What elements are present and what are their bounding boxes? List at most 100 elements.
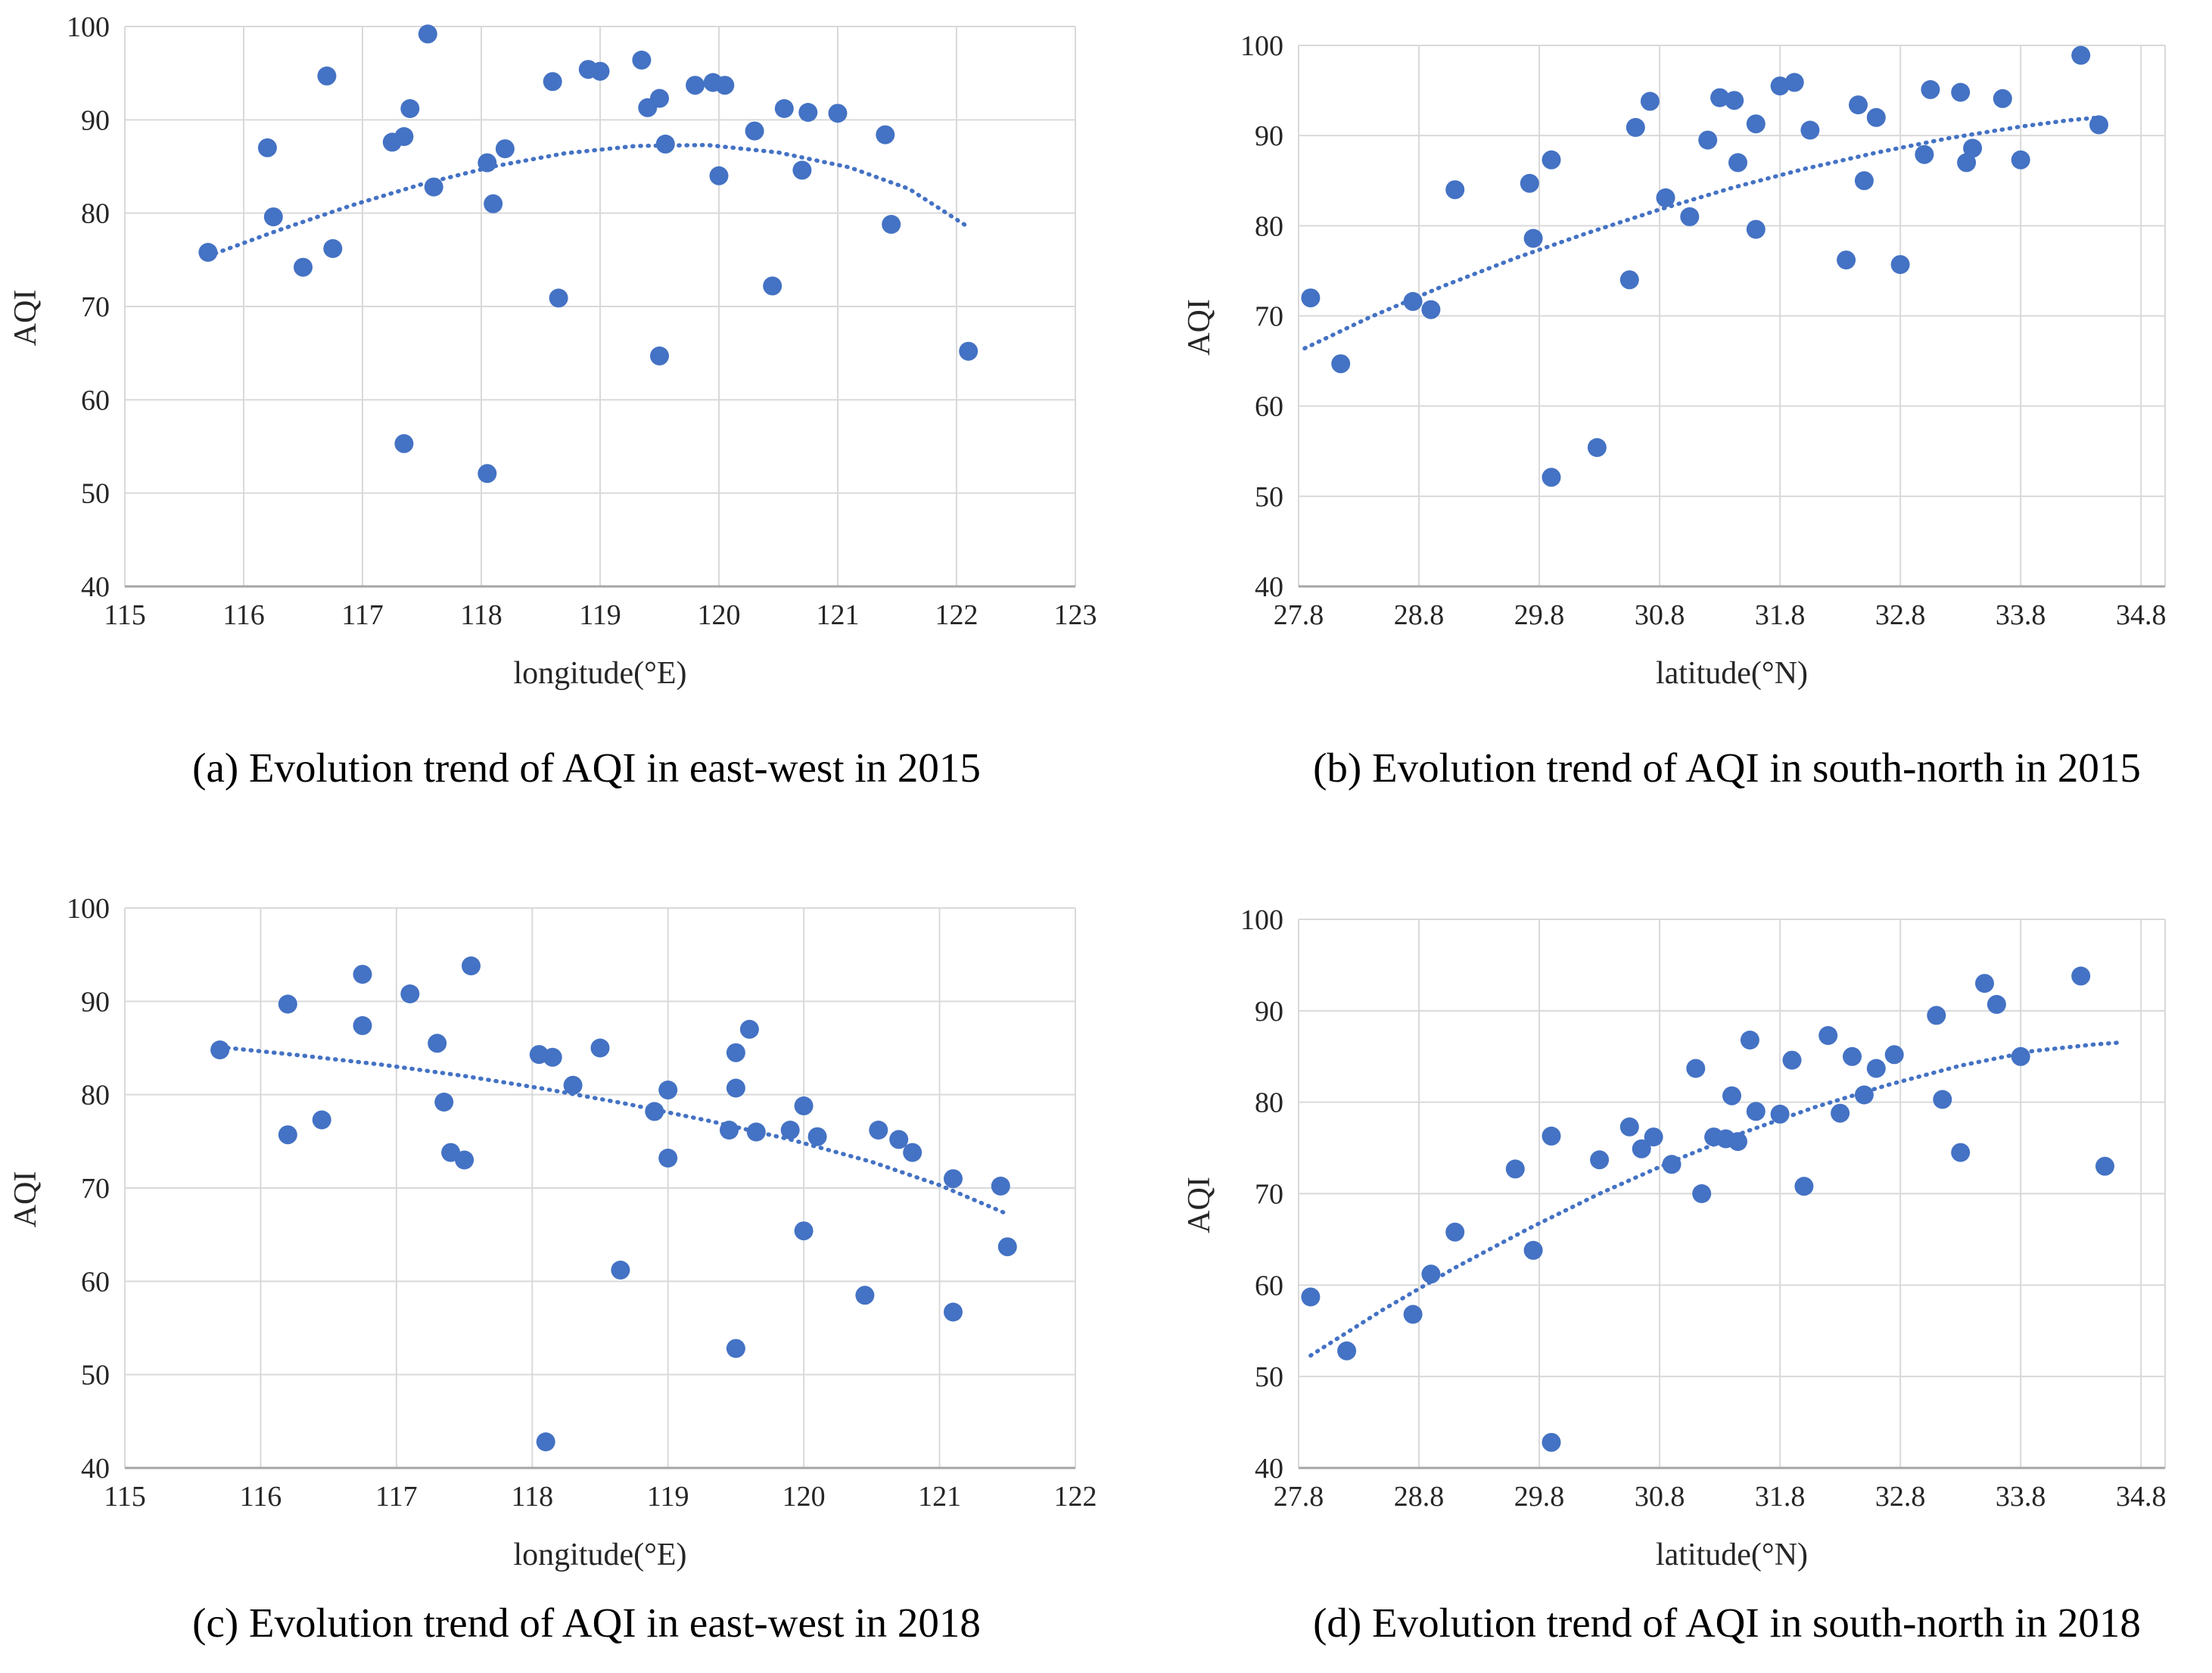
data-point bbox=[869, 1121, 888, 1140]
y-tick-label: 70 bbox=[1255, 301, 1283, 333]
data-point bbox=[611, 1261, 630, 1280]
data-point bbox=[1951, 1143, 1971, 1162]
data-point bbox=[1656, 188, 1675, 207]
data-point bbox=[1619, 1117, 1639, 1137]
data-point bbox=[428, 1034, 447, 1053]
data-point bbox=[720, 1121, 739, 1140]
data-point bbox=[312, 1110, 331, 1130]
data-point bbox=[1520, 173, 1539, 193]
data-point bbox=[715, 76, 735, 95]
data-point bbox=[1523, 229, 1543, 248]
data-point bbox=[1933, 1090, 1952, 1109]
data-point bbox=[2089, 115, 2108, 135]
data-point bbox=[726, 1339, 745, 1358]
data-point bbox=[658, 1149, 678, 1168]
data-point bbox=[495, 139, 515, 159]
data-point bbox=[394, 127, 414, 146]
x-axis-title: latitude(°N) bbox=[1656, 1538, 1808, 1572]
data-point bbox=[2011, 1046, 2030, 1066]
data-point bbox=[1722, 1086, 1741, 1105]
data-point bbox=[543, 1047, 562, 1067]
data-point bbox=[1301, 288, 1321, 308]
data-point bbox=[1542, 1432, 1561, 1452]
x-tick-label: 118 bbox=[460, 599, 502, 631]
data-point bbox=[991, 1177, 1010, 1196]
data-point bbox=[1337, 1341, 1357, 1360]
data-point bbox=[1421, 1264, 1441, 1284]
data-point bbox=[959, 341, 978, 361]
y-tick-label: 90 bbox=[81, 986, 110, 1018]
y-tick-label: 40 bbox=[81, 1453, 110, 1485]
data-point bbox=[774, 99, 794, 118]
data-point bbox=[1698, 130, 1718, 150]
y-tick-label: 90 bbox=[1255, 996, 1283, 1028]
data-point bbox=[1784, 73, 1804, 92]
data-point bbox=[1644, 1127, 1663, 1147]
data-point bbox=[746, 1122, 766, 1142]
data-point bbox=[590, 1038, 610, 1058]
data-point bbox=[828, 104, 848, 123]
data-point bbox=[794, 1096, 814, 1115]
data-point bbox=[1740, 1031, 1759, 1050]
y-tick-label: 70 bbox=[1255, 1179, 1283, 1211]
data-point bbox=[876, 125, 895, 145]
y-tick-label: 60 bbox=[1255, 391, 1283, 423]
data-point bbox=[1884, 1045, 1904, 1065]
trend-line bbox=[206, 142, 971, 259]
panel-b-caption: (b) Evolution trend of AQI in south-nort… bbox=[1313, 745, 2141, 791]
data-point bbox=[424, 177, 443, 197]
y-axis-title: AQI bbox=[1182, 1177, 1217, 1233]
x-tick-label: 30.8 bbox=[1635, 599, 1685, 631]
y-tick-label: 50 bbox=[1255, 1361, 1283, 1393]
data-point bbox=[739, 1019, 759, 1039]
x-tick-label: 31.8 bbox=[1755, 1481, 1806, 1513]
data-point bbox=[794, 1221, 814, 1241]
data-point bbox=[1782, 1050, 1802, 1070]
x-tick-label: 117 bbox=[375, 1481, 418, 1513]
y-tick-label: 80 bbox=[81, 198, 110, 230]
y-axis-title: AQI bbox=[8, 1171, 43, 1228]
x-tick-label: 118 bbox=[511, 1481, 553, 1513]
y-tick-label: 80 bbox=[81, 1080, 110, 1112]
data-point bbox=[1843, 1046, 1862, 1066]
data-point bbox=[1746, 114, 1766, 134]
data-point bbox=[257, 138, 277, 157]
x-tick-label: 31.8 bbox=[1755, 599, 1806, 631]
data-point bbox=[1331, 354, 1351, 374]
data-point bbox=[792, 160, 812, 180]
data-point bbox=[1854, 171, 1874, 191]
panel-d-caption: (d) Evolution trend of AQI in south-nort… bbox=[1313, 1600, 2141, 1646]
data-point bbox=[645, 1102, 664, 1121]
y-axis-title: AQI bbox=[8, 290, 43, 347]
x-tick-label: 34.8 bbox=[2116, 1481, 2167, 1513]
data-point bbox=[1632, 1139, 1651, 1158]
data-point bbox=[323, 239, 343, 258]
data-point bbox=[536, 1432, 555, 1451]
data-point bbox=[1445, 180, 1465, 200]
y-tick-label: 100 bbox=[67, 893, 110, 925]
data-point bbox=[1831, 1103, 1850, 1123]
data-point bbox=[400, 99, 420, 118]
data-point bbox=[418, 24, 437, 44]
scatter-chart-east-west-2015: 40 50 60 70 80 90 100 115 116 117 118 119 120 121 122 1… bbox=[8, 11, 1097, 691]
y-tick-label: 70 bbox=[81, 291, 110, 323]
trend-line bbox=[1302, 115, 2102, 351]
data-point bbox=[1957, 153, 1977, 173]
data-point bbox=[997, 1237, 1017, 1257]
data-point bbox=[1542, 468, 1561, 487]
data-point bbox=[1692, 1184, 1712, 1203]
data-point bbox=[1993, 89, 2012, 108]
panel-c: 40 50 60 70 80 90 100 115 116 117 118 119 120 121 122 A… bbox=[0, 836, 1106, 1673]
y-tick-label: 40 bbox=[1255, 571, 1283, 603]
data-point bbox=[944, 1169, 963, 1189]
data-point bbox=[1794, 1177, 1814, 1196]
x-tick-label: 120 bbox=[782, 1481, 826, 1513]
data-point bbox=[780, 1121, 800, 1140]
data-point bbox=[1854, 1085, 1874, 1105]
x-tick-label: 120 bbox=[698, 599, 741, 631]
data-point bbox=[1986, 994, 2006, 1014]
data-point bbox=[2011, 150, 2030, 169]
data-point bbox=[1725, 91, 1744, 110]
data-point bbox=[1710, 88, 1730, 107]
data-point bbox=[1619, 270, 1639, 290]
